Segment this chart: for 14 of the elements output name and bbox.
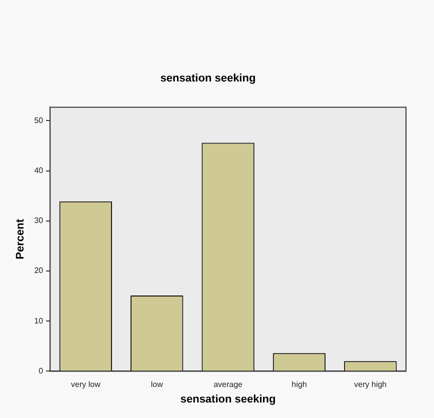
- x-tick-label: average: [214, 380, 244, 390]
- y-tick-label: 10: [34, 316, 44, 326]
- y-tick-label: 0: [38, 366, 44, 376]
- x-axis-title: sensation seeking: [180, 393, 276, 406]
- x-tick-label: high: [292, 380, 307, 390]
- y-tick-label: 50: [34, 116, 44, 125]
- x-tick-label: low: [150, 380, 164, 390]
- y-axis-title: Percent: [14, 218, 27, 260]
- x-tick-label: very high: [354, 380, 387, 390]
- chart-title: sensation seeking: [160, 72, 256, 85]
- y-tick-label: 30: [34, 216, 44, 226]
- y-tick-label: 40: [34, 166, 44, 176]
- x-tick-label: very low: [71, 380, 101, 390]
- y-tick-label: 20: [34, 266, 44, 276]
